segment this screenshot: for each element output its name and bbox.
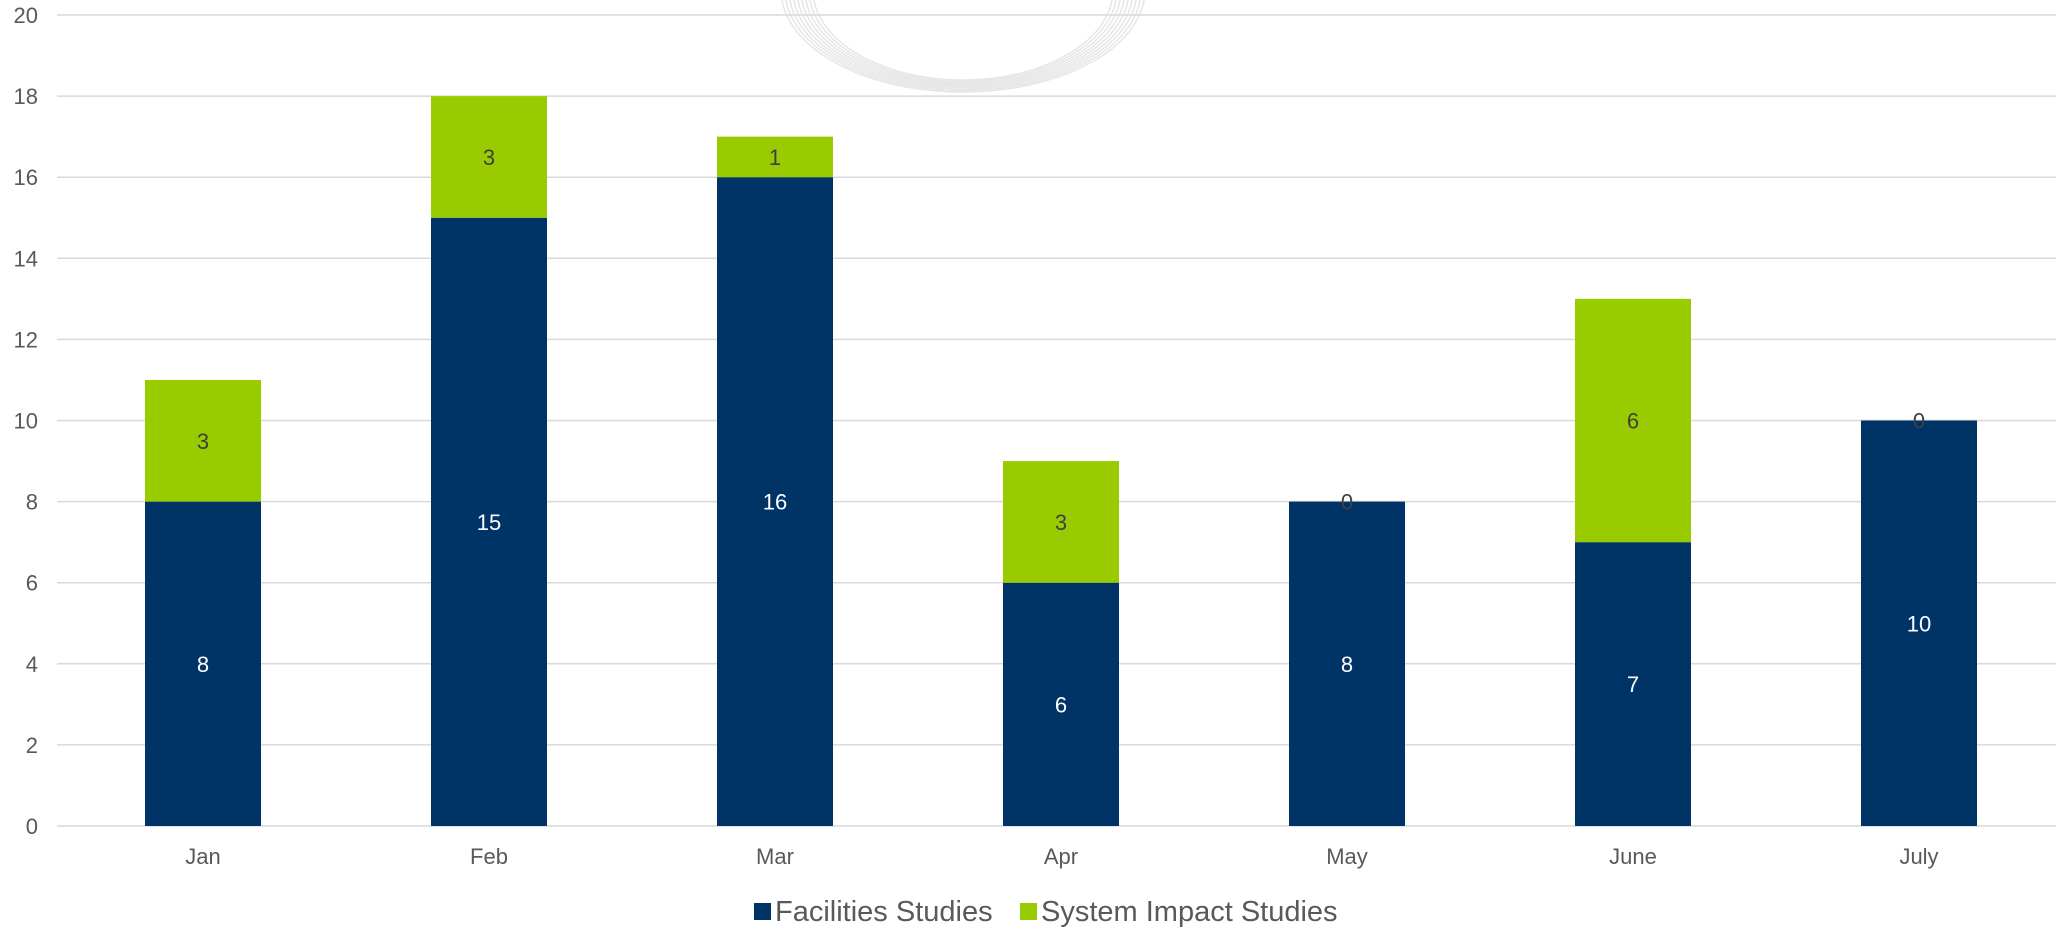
y-tick-label: 8 [26, 490, 38, 515]
data-label: 0 [1913, 409, 1925, 434]
y-tick-label: 2 [26, 733, 38, 758]
watermark-arc [809, 0, 1117, 83]
x-category-label: June [1609, 844, 1657, 869]
y-tick-label: 6 [26, 571, 38, 596]
y-tick-label: 16 [14, 165, 38, 190]
bar-segment-system-impact-studies [431, 96, 547, 218]
data-label: 3 [197, 429, 209, 454]
x-category-label: Apr [1044, 844, 1078, 869]
y-tick-label: 0 [26, 814, 38, 839]
bar-segment-system-impact-studies [1003, 461, 1119, 583]
y-tick-label: 12 [14, 327, 38, 352]
data-label: 1 [769, 145, 781, 170]
data-label: 8 [197, 652, 209, 677]
data-label: 3 [483, 145, 495, 170]
x-category-label: Feb [470, 844, 508, 869]
watermark-arcs [781, 0, 1145, 93]
bar-segment-facilities-studies [1575, 542, 1691, 826]
bar-segment-facilities-studies [717, 177, 833, 826]
bars [145, 96, 1977, 826]
legend-label: System Impact Studies [1041, 896, 1338, 928]
y-tick-label: 10 [14, 409, 38, 434]
data-label: 16 [763, 490, 787, 515]
watermark-arc [781, 0, 1145, 93]
watermark-arc [785, 0, 1141, 92]
watermark-arc [805, 0, 1121, 84]
x-category-label: May [1326, 844, 1368, 869]
watermark-arc [793, 0, 1133, 89]
watermark-arc [813, 0, 1113, 81]
x-category-label: Mar [756, 844, 794, 869]
legend: Facilities Studies System Impact Studies [754, 896, 1338, 928]
watermark-arc [797, 0, 1129, 87]
watermark-arc [801, 0, 1125, 86]
y-tick-label: 20 [14, 3, 38, 28]
x-category-label: Jan [185, 844, 220, 869]
x-axis-categories: Jan Feb Mar Apr May June July [185, 844, 1938, 869]
bar-segment-facilities-studies [1861, 420, 1977, 826]
data-label: 7 [1627, 672, 1639, 697]
bar-segment-facilities-studies [431, 217, 547, 826]
y-tick-label: 18 [14, 84, 38, 109]
data-label: 0 [1341, 490, 1353, 515]
bar-segment-facilities-studies [145, 501, 261, 826]
bar-segment-system-impact-studies [717, 136, 833, 178]
data-label: 8 [1341, 652, 1353, 677]
legend-label: Facilities Studies [775, 896, 993, 928]
data-label: 6 [1055, 692, 1067, 717]
bar-segment-facilities-studies [1003, 582, 1119, 826]
bar-segment-system-impact-studies [145, 379, 261, 502]
x-category-label: July [1899, 844, 1938, 869]
data-label: 15 [477, 510, 501, 535]
watermark-arc [789, 0, 1137, 90]
bar-segment-facilities-studies [1289, 501, 1405, 826]
data-label: 10 [1907, 611, 1931, 636]
legend-swatch [754, 903, 771, 920]
y-tick-label: 14 [14, 246, 38, 271]
y-axis-ticks: 0 2 4 6 8 10 12 14 16 18 20 [14, 3, 38, 839]
legend-swatch [1020, 903, 1037, 920]
data-label: 3 [1055, 510, 1067, 535]
y-tick-label: 4 [26, 652, 38, 677]
data-label: 6 [1627, 409, 1639, 434]
bar-segment-system-impact-studies [1575, 298, 1691, 543]
